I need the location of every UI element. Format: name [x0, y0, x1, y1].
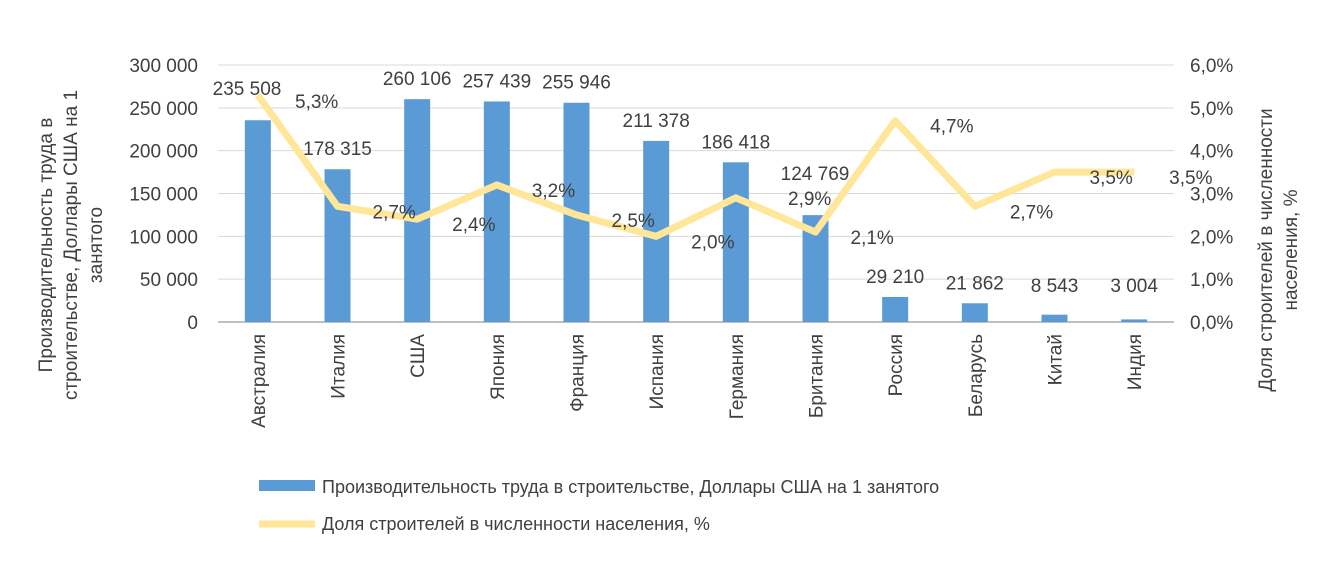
bar-value-label: 3 004 — [1110, 276, 1158, 297]
category-label: Германия — [727, 334, 748, 419]
bar-value-label: 211 378 — [623, 111, 690, 132]
y-axis-title: занятого — [86, 207, 107, 283]
category-label: Япония — [488, 334, 509, 400]
y-tick-label: 200 000 — [129, 142, 198, 163]
line-value-label: 2,4% — [452, 215, 495, 236]
y-axis-title: строительстве, Доллары США на 1 — [61, 90, 82, 400]
bar — [1042, 315, 1068, 322]
y-axis-title: Производительность труда в — [36, 118, 57, 373]
category-label: Китай — [1046, 334, 1067, 385]
bar-value-label: 235 508 — [213, 79, 282, 100]
bar — [245, 120, 271, 322]
bar — [1121, 319, 1147, 322]
line-value-label: 2,7% — [1010, 202, 1053, 223]
category-label: Австралия — [249, 334, 270, 428]
bar-value-label: 260 106 — [383, 69, 452, 90]
y2-tick-label: 6,0% — [1190, 56, 1233, 77]
bar-value-label: 8 543 — [1031, 276, 1079, 297]
category-label: США — [408, 334, 429, 378]
y-tick-label: 0 — [187, 313, 198, 334]
y-tick-label: 250 000 — [129, 99, 198, 120]
bar — [882, 297, 908, 322]
category-label: Италия — [329, 334, 350, 399]
line-value-label: 5,3% — [295, 92, 338, 113]
y2-axis-title: Доля строителей в численности — [1256, 108, 1277, 391]
bar-value-label: 186 418 — [701, 132, 770, 153]
legend-bar-label: Производительность труда в строительстве… — [322, 477, 939, 497]
y2-tick-label: 2,0% — [1190, 227, 1233, 248]
y2-axis-title: населения, % — [1281, 189, 1302, 310]
line-value-label: 2,0% — [691, 232, 734, 253]
bar-value-label: 257 439 — [462, 71, 531, 92]
legend-bar-swatch — [259, 480, 315, 491]
line-value-label: 2,5% — [612, 211, 655, 232]
line-value-label: 3,2% — [532, 181, 575, 202]
y-tick-label: 300 000 — [129, 56, 198, 77]
y2-tick-label: 5,0% — [1190, 99, 1233, 120]
legend: Производительность труда в строительстве… — [259, 477, 939, 534]
bar — [962, 303, 988, 322]
bar — [484, 101, 510, 322]
y-tick-label: 50 000 — [140, 270, 198, 291]
category-label: Франция — [568, 334, 589, 412]
bar-value-label: 178 315 — [303, 139, 372, 160]
y-tick-label: 100 000 — [129, 227, 198, 248]
y2-tick-label: 4,0% — [1190, 142, 1233, 163]
y2-tick-label: 0,0% — [1190, 313, 1233, 334]
bar-value-label: 124 769 — [781, 164, 850, 185]
line-value-label: 4,7% — [930, 117, 973, 138]
y2-tick-label: 1,0% — [1190, 270, 1233, 291]
line-value-label: 2,1% — [851, 228, 894, 249]
category-label: Беларусь — [966, 334, 987, 417]
bar-value-label: 21 862 — [946, 273, 1004, 294]
bar-value-label: 255 946 — [542, 73, 611, 94]
category-label: Британия — [807, 334, 828, 418]
y-tick-label: 150 000 — [129, 185, 198, 206]
category-label: Индия — [1125, 334, 1146, 390]
legend-line-label: Доля строителей в численности населения,… — [322, 514, 710, 534]
line-value-label: 3,5% — [1090, 168, 1133, 189]
line-value-label: 2,9% — [788, 189, 831, 210]
category-label: Россия — [886, 334, 907, 396]
y2-tick-label: 3,0% — [1190, 185, 1233, 206]
category-label: Испания — [647, 334, 668, 409]
bar-value-label: 29 210 — [866, 267, 924, 288]
line-value-label: 2,7% — [373, 202, 416, 223]
